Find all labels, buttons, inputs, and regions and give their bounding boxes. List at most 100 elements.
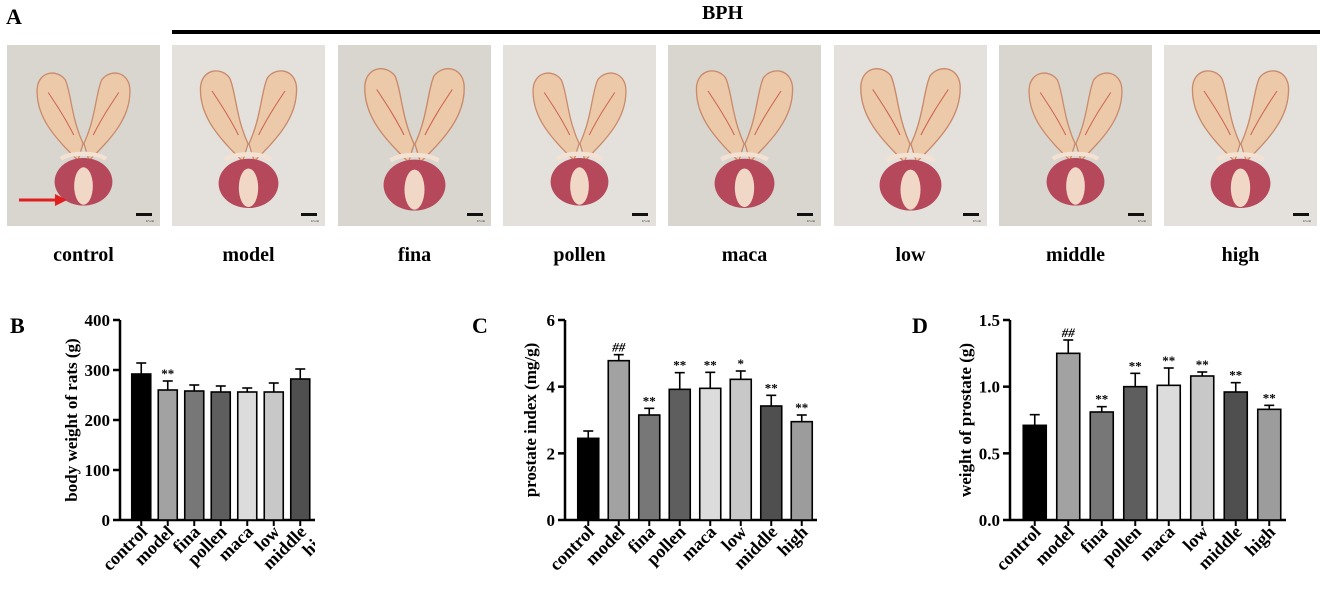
vas-deferens <box>389 152 440 163</box>
blood-vessels <box>47 92 120 136</box>
significance-low: ** <box>1196 357 1209 372</box>
vas-deferens <box>555 151 604 161</box>
y-tick-label: 0 <box>102 511 111 530</box>
vas-deferens <box>1215 152 1265 162</box>
bar-pollen <box>210 391 232 521</box>
significance-model: ## <box>611 340 626 355</box>
bar-fina <box>1089 411 1115 521</box>
urethra <box>74 167 93 205</box>
chart-b-body-weight: body weight of rats (g)0100200300400cont… <box>62 311 315 574</box>
organ-illustration <box>668 45 821 226</box>
significance-fina: ** <box>643 393 656 408</box>
photo-label-low: low <box>895 244 926 266</box>
bar-maca <box>698 387 722 521</box>
bph-group-label: BPH <box>701 2 744 24</box>
photo-label-fina: fina <box>397 244 432 266</box>
y-axis-label: body weight of rats (g) <box>62 338 81 501</box>
seminal-vesicle-left <box>36 72 84 162</box>
significance-high: ** <box>1263 390 1276 405</box>
scale-bar <box>797 213 813 216</box>
y-tick-label: 300 <box>85 361 111 380</box>
y-tick-label: 6 <box>547 311 556 330</box>
significance-model: ** <box>161 366 174 381</box>
scale-bar-label: 0.5 cm <box>145 219 154 223</box>
seminal-vesicle-right <box>1075 72 1123 162</box>
x-tick-label-high: high <box>1241 522 1279 560</box>
panel-b-letter: B <box>10 313 25 338</box>
significance-model: ## <box>1061 325 1076 340</box>
scale-bar <box>136 213 152 216</box>
chart-c-prostate-index: prostate index (mg/g)0246control##model*… <box>521 311 817 574</box>
organ-illustration <box>999 45 1152 226</box>
blood-vessels <box>1203 90 1278 136</box>
seminal-vesicle-left <box>1191 70 1241 163</box>
bar-low <box>263 391 285 521</box>
organ-illustration <box>834 45 987 226</box>
scale-bar-label: 0.5 cm <box>641 219 650 223</box>
seminal-vesicle-right <box>744 70 794 163</box>
significance-low: * <box>738 356 745 371</box>
blood-vessels <box>707 90 782 136</box>
scale-bar <box>1128 213 1144 216</box>
significance-fina: ** <box>1095 392 1108 407</box>
prostate-photo-pollen: 0.5 cm <box>503 45 656 226</box>
organ-illustration <box>1164 45 1317 226</box>
bar-control <box>576 437 600 521</box>
seminal-vesicle-left <box>532 72 580 162</box>
blood-vessels <box>543 92 616 136</box>
y-tick-label: 0.0 <box>979 511 1000 530</box>
significance-pollen: ** <box>673 358 686 373</box>
y-tick-label: 4 <box>547 378 556 397</box>
bar-middle <box>759 405 783 521</box>
prostate-photo-control: 0.5 cm <box>7 45 160 226</box>
seminal-vesicle-right <box>83 72 131 162</box>
blood-vessels <box>872 89 949 136</box>
y-tick-label: 200 <box>85 411 111 430</box>
y-axis-label: weight of prostate (g) <box>956 343 975 497</box>
vas-deferens <box>885 152 936 163</box>
y-tick-label: 2 <box>547 444 556 463</box>
vas-deferens <box>1051 151 1100 161</box>
significance-middle: ** <box>765 380 778 395</box>
x-tick-label-maca: maca <box>1135 522 1178 565</box>
blood-vessels <box>211 90 286 136</box>
vas-deferens <box>223 152 273 162</box>
significance-maca: ** <box>704 357 717 372</box>
urethra <box>404 169 425 210</box>
scale-bar <box>632 213 648 216</box>
urethra <box>900 169 921 210</box>
seminal-vesicle-right <box>910 68 961 164</box>
x-tick-label-pollen: pollen <box>1098 522 1145 569</box>
red-arrow-icon <box>19 194 67 206</box>
panel-a-letter: A <box>6 4 22 29</box>
prostate-photo-model: 0.5 cm <box>172 45 325 226</box>
organ-illustration <box>172 45 325 226</box>
photo-label-high: high <box>1221 244 1260 266</box>
scale-bar-label: 0.5 cm <box>806 219 815 223</box>
significance-high: ** <box>795 400 808 415</box>
bar-middle <box>1223 391 1249 521</box>
seminal-vesicle-right <box>1240 70 1290 163</box>
panel-c-letter: C <box>472 313 488 338</box>
bar-high <box>790 420 814 521</box>
urethra <box>734 168 755 208</box>
bar-model <box>157 389 179 521</box>
organ-illustration <box>338 45 491 226</box>
chart-d-prostate-weight: weight of prostate (g)0.00.51.01.5contro… <box>956 311 1286 574</box>
y-tick-label: 1.0 <box>979 378 1000 397</box>
prostate-photo-middle: 0.5 cm <box>999 45 1152 226</box>
seminal-vesicle-left <box>199 70 249 163</box>
blood-vessels <box>1039 92 1112 136</box>
urethra <box>1230 168 1251 208</box>
scale-bar-label: 0.5 cm <box>972 219 981 223</box>
photo-label-pollen: pollen <box>553 244 606 266</box>
scale-bar-label: 0.5 cm <box>310 219 319 223</box>
organ-illustration <box>503 45 656 226</box>
prostate-photo-high: 0.5 cm <box>1164 45 1317 226</box>
organ-illustration <box>7 45 160 226</box>
photo-label-model: model <box>222 244 275 266</box>
significance-maca: ** <box>1162 353 1175 368</box>
prostate-photo-fina: 0.5 cm <box>338 45 491 226</box>
x-tick-label-high: high <box>773 522 811 560</box>
significance-middle: ** <box>1229 368 1242 383</box>
